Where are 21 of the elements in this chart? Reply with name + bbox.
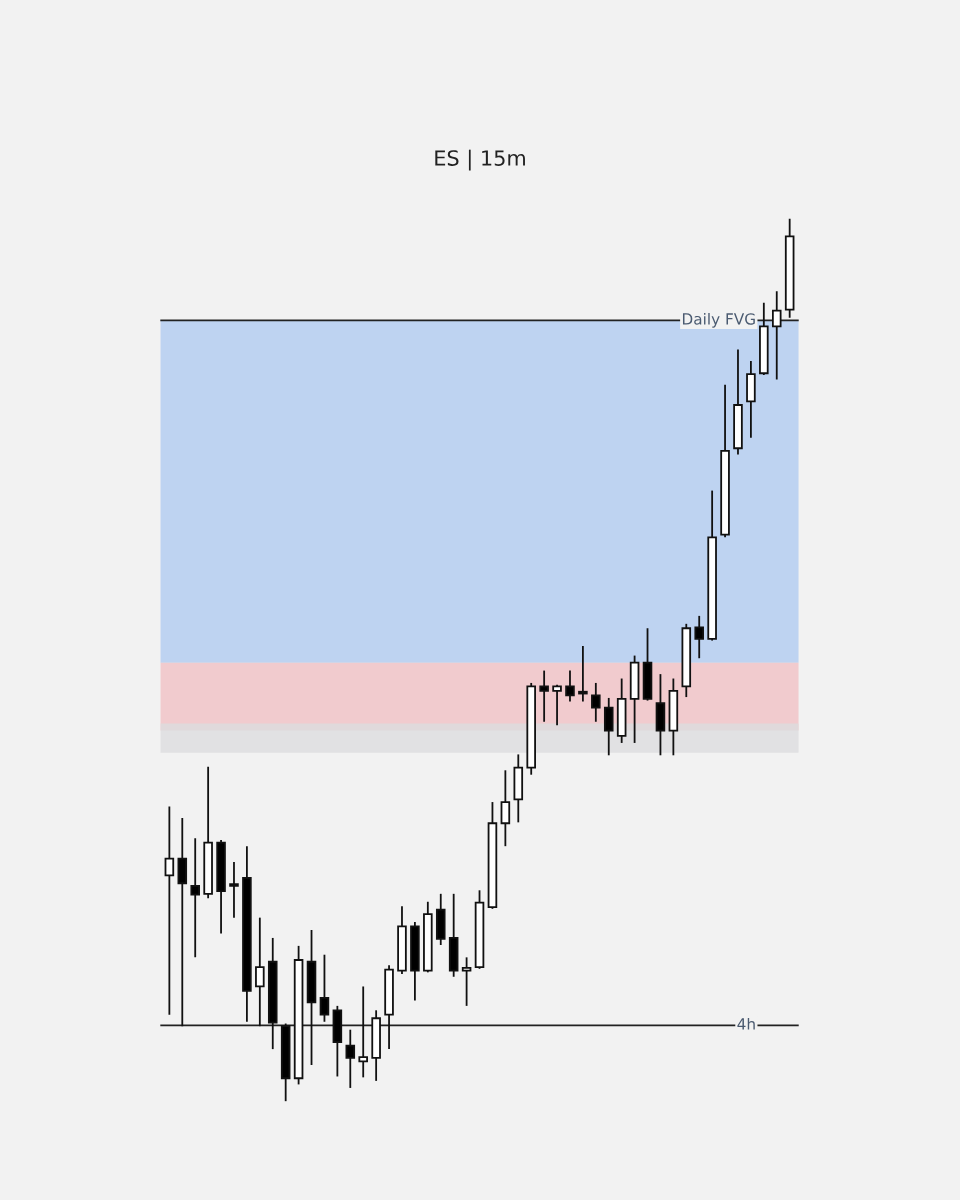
- candlestick: [177, 817, 188, 1028]
- candlestick: [319, 953, 330, 1023]
- candlestick: [578, 644, 588, 703]
- candlestick: [694, 614, 704, 660]
- candlestick: [358, 985, 368, 1079]
- candlestick: [345, 1028, 356, 1089]
- candlestick: [164, 805, 175, 1016]
- chart-subtitle: ES | 15m: [435, 149, 525, 171]
- ref-line-label: 4h: [737, 1017, 755, 1030]
- candlestick: [603, 697, 614, 757]
- candlestick: [565, 669, 575, 703]
- candlestick: [591, 682, 601, 723]
- candlestick: [229, 861, 239, 919]
- ref-line-label: Daily FVG: [682, 312, 755, 328]
- candlestick: [552, 683, 562, 727]
- candlestick: [539, 669, 549, 723]
- candlestick: [771, 290, 782, 381]
- candlestick: [461, 956, 472, 1007]
- candlestick: [190, 837, 200, 959]
- candlestick: [255, 916, 265, 1028]
- candlestick: [500, 769, 511, 848]
